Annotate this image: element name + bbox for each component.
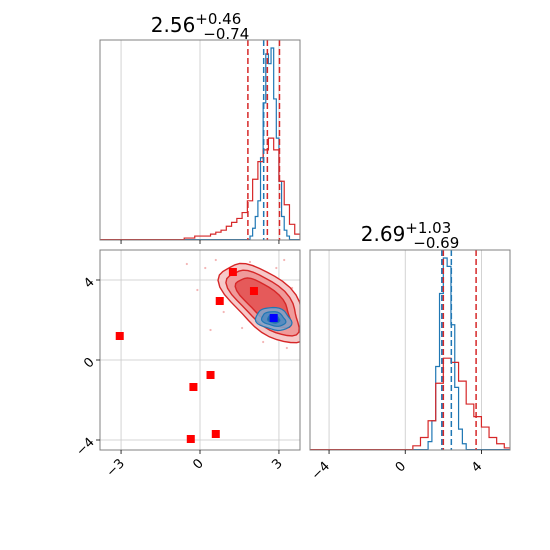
x-tick-label: 0 — [190, 456, 206, 472]
red-square-marker — [206, 371, 215, 379]
panel-title-param-2: 2.69+1.03 −0.69 — [361, 219, 459, 252]
title-value: 2.69 — [361, 222, 406, 246]
x-ticks: −4 0 4 — [309, 450, 485, 483]
sample-point — [185, 262, 188, 266]
title-minus: −0.69 — [413, 234, 459, 252]
sample-point — [214, 258, 217, 262]
sample-point — [248, 260, 252, 264]
histogram-blue — [249, 47, 291, 240]
sample-point — [285, 346, 288, 350]
sample-point — [275, 266, 278, 270]
plot-area — [310, 250, 510, 450]
red-square-marker — [211, 430, 220, 438]
quantile-lines — [441, 250, 477, 450]
x-tick-label: −3 — [104, 456, 128, 480]
title-plus: +0.46 — [195, 10, 241, 28]
panel-title-param-1: 2.56+0.46 −0.74 — [151, 10, 249, 43]
red-square-marker — [189, 383, 198, 391]
x-tick-label: 3 — [269, 456, 285, 472]
red-square-marker — [249, 287, 258, 295]
sample-point — [222, 310, 225, 314]
joint-contour-plot: −3 0 3 −4 0 4 — [73, 249, 301, 480]
axes-frame — [309, 249, 511, 451]
title-plus: +1.03 — [405, 219, 451, 237]
quantile-lines — [247, 40, 281, 240]
x-tick-label: 0 — [393, 459, 409, 475]
sample-point — [196, 288, 199, 292]
title-value: 2.56 — [151, 13, 196, 37]
x-tick-label: −4 — [309, 459, 333, 483]
y-tick-label: −4 — [73, 435, 97, 459]
histogram-red — [412, 357, 510, 450]
sample-point — [283, 258, 286, 262]
sample-point — [204, 266, 207, 270]
red-square-marker — [115, 332, 124, 340]
sample-point — [241, 326, 244, 330]
x-ticks: −3 0 3 — [104, 450, 286, 480]
y-tick-label: 4 — [81, 275, 97, 291]
sample-point — [209, 328, 212, 332]
x-tick-label: 4 — [469, 459, 485, 475]
x-ticks — [120, 240, 280, 244]
red-square-marker — [228, 268, 237, 276]
marginal-histogram-param-1: 2.56+0.46 −0.74 — [99, 10, 301, 244]
red-square-marker — [215, 297, 224, 305]
blue-square-marker — [269, 314, 278, 322]
title-minus: −0.74 — [203, 25, 249, 43]
red-square-marker — [186, 435, 195, 443]
marginal-histogram-param-2: −4 0 4 2.69+1.03 −0.69 — [309, 219, 511, 483]
y-ticks: −4 0 4 — [73, 275, 100, 459]
sample-point — [262, 340, 265, 344]
y-tick-label: 0 — [81, 355, 97, 371]
marker-points — [115, 268, 278, 443]
